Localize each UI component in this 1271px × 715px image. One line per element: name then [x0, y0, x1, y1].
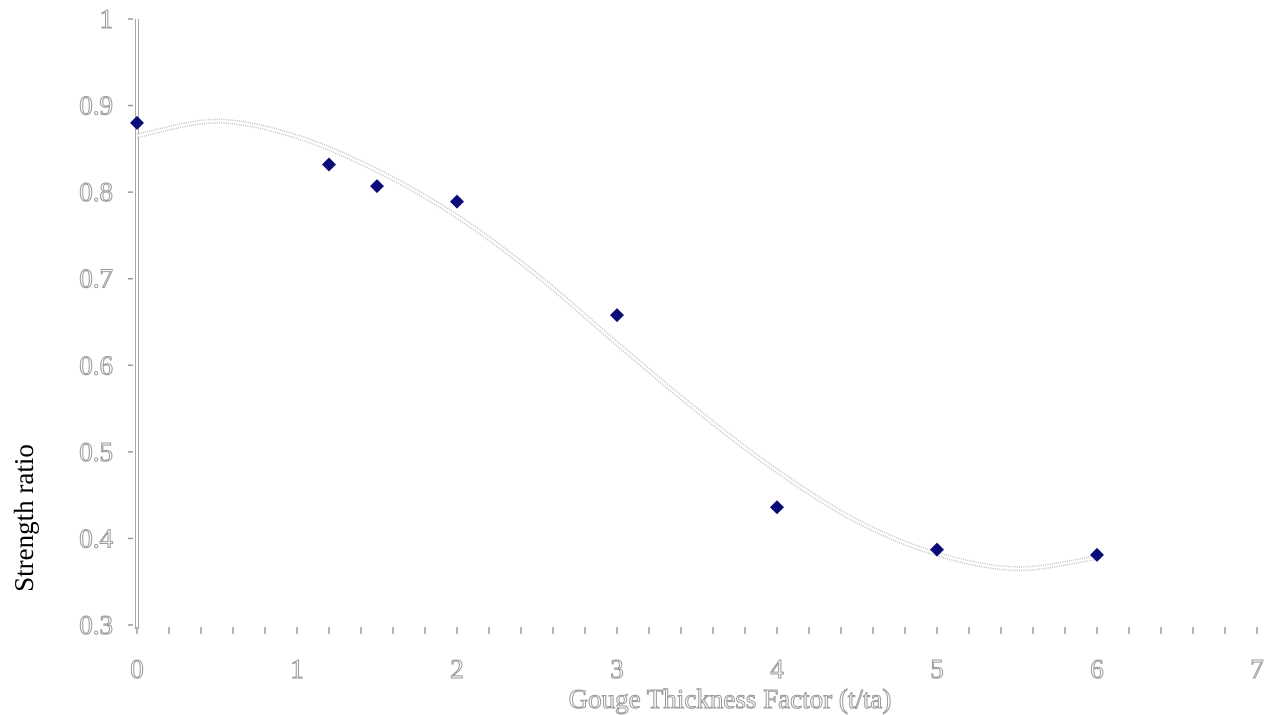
x-tick-label: 4: [770, 654, 784, 684]
data-point: [130, 115, 144, 130]
x-tick-label: 3: [610, 654, 624, 684]
x-tick-label: 5: [930, 654, 944, 684]
chart-axes: [128, 18, 1258, 634]
y-tick-label: 0.4: [79, 523, 113, 553]
y-tick-label: 0.3: [79, 610, 113, 640]
x-tick-label: 2: [450, 654, 464, 684]
x-tick-label: 1: [290, 654, 304, 684]
y-axis-title: Strength ratio: [9, 444, 39, 592]
data-point: [930, 542, 944, 557]
x-tick-label: 7: [1250, 654, 1264, 684]
data-point: [770, 500, 784, 515]
x-axis-title: Gouge Thickness Factor (t/ta): [569, 684, 892, 714]
data-point: [450, 194, 464, 209]
data-point: [1090, 547, 1104, 562]
tick-labels: 0.3 0.4 0.5 0.6 0.7 0.8 0.9 1 0 1 2 3 4 5 6 7: [79, 4, 1265, 685]
trendline: [136, 118, 1098, 572]
trendline-curve: [136, 118, 1098, 572]
y-tick-label: 1: [100, 4, 114, 34]
y-tick-label: 0.8: [79, 177, 113, 207]
data-points: [130, 115, 1104, 562]
x-tick-label: 0: [130, 654, 144, 684]
data-point: [610, 308, 624, 323]
y-tick-label: 0.5: [79, 437, 113, 467]
data-point: [322, 157, 336, 172]
data-point: [370, 179, 384, 194]
y-tick-label: 0.9: [79, 91, 113, 121]
y-tick-label: 0.7: [79, 264, 113, 294]
x-tick-label: 6: [1090, 654, 1104, 684]
y-tick-label: 0.6: [79, 350, 113, 380]
